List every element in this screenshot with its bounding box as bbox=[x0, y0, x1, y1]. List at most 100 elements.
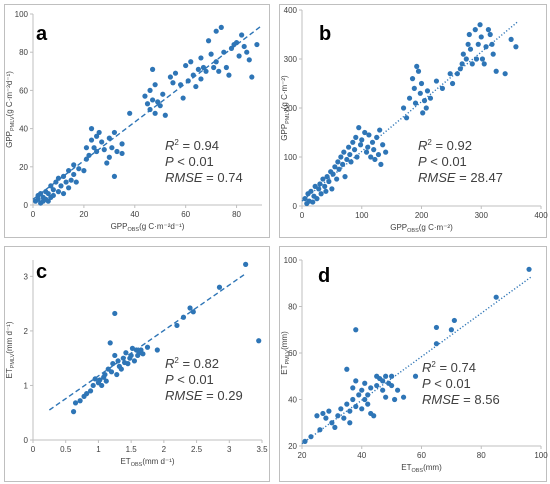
y-axis-label: ETPMLV(mm d⁻¹) bbox=[5, 321, 16, 378]
data-point bbox=[342, 174, 348, 180]
data-point bbox=[526, 266, 532, 272]
x-axis-label-subscript: OBS bbox=[411, 468, 423, 474]
data-point bbox=[45, 190, 51, 197]
data-point bbox=[353, 134, 359, 140]
y-axis-label-subscript: PMLV bbox=[285, 109, 291, 124]
data-point bbox=[83, 156, 90, 162]
data-point bbox=[249, 74, 255, 80]
data-point bbox=[314, 413, 320, 419]
x-tick-label: 20 bbox=[298, 451, 307, 460]
data-point bbox=[403, 115, 410, 121]
x-tick-label: 80 bbox=[477, 451, 486, 460]
y-tick-label: 20 bbox=[19, 163, 28, 172]
rmse-value: = 0.74 bbox=[203, 170, 243, 185]
data-point bbox=[68, 177, 74, 183]
data-point bbox=[63, 179, 69, 185]
data-point bbox=[256, 338, 262, 344]
r-squared-stat: R2 = 0.92 bbox=[418, 138, 472, 153]
data-point bbox=[111, 129, 118, 136]
data-point bbox=[329, 420, 335, 426]
data-point bbox=[417, 90, 423, 96]
data-point bbox=[332, 164, 338, 170]
data-point bbox=[90, 382, 96, 389]
data-point bbox=[119, 150, 125, 157]
data-point bbox=[487, 31, 493, 38]
r-squared-stat: R2 = 0.82 bbox=[165, 356, 219, 371]
data-point bbox=[221, 49, 227, 55]
data-point bbox=[198, 76, 204, 82]
data-point bbox=[439, 85, 446, 91]
x-tick-label: 300 bbox=[475, 211, 489, 220]
data-point bbox=[353, 378, 359, 384]
y-tick-label: 100 bbox=[284, 153, 298, 162]
data-point bbox=[104, 160, 110, 166]
data-point bbox=[477, 22, 483, 28]
y-tick-label: 200 bbox=[284, 104, 298, 113]
data-point bbox=[351, 147, 358, 153]
data-point bbox=[320, 176, 326, 182]
data-point bbox=[254, 41, 260, 48]
data-point bbox=[457, 66, 463, 72]
x-tick-label: 2 bbox=[162, 445, 167, 454]
data-point bbox=[180, 314, 187, 320]
data-point bbox=[58, 183, 64, 189]
data-point bbox=[322, 183, 328, 189]
p-value-value: < 0.01 bbox=[431, 376, 471, 391]
data-point bbox=[459, 61, 465, 67]
panel-letter: a bbox=[36, 23, 48, 45]
data-point bbox=[60, 190, 67, 197]
data-point bbox=[185, 78, 191, 84]
data-point bbox=[359, 137, 365, 143]
x-axis-label-unit: (mm) bbox=[423, 463, 442, 472]
rmse-stat: RMSE = 8.56 bbox=[422, 392, 500, 407]
data-point bbox=[81, 168, 87, 174]
r-squared-exponent: 2 bbox=[174, 138, 179, 147]
data-point bbox=[465, 41, 471, 47]
data-point bbox=[383, 149, 389, 155]
x-axis-label: GPPOBS(g C·m⁻²d⁻¹) bbox=[111, 222, 185, 233]
data-point bbox=[366, 132, 372, 138]
data-point bbox=[167, 74, 173, 80]
data-point bbox=[347, 151, 353, 158]
panel-letter: c bbox=[36, 261, 47, 283]
data-point bbox=[140, 351, 146, 357]
y-axis-label-subscript: PMLV bbox=[285, 350, 291, 365]
data-point bbox=[412, 373, 419, 379]
data-point bbox=[493, 68, 499, 74]
y-axis-label-unit: (mm) bbox=[280, 331, 289, 350]
data-point bbox=[433, 341, 440, 347]
x-tick-label: 60 bbox=[417, 451, 426, 460]
data-point bbox=[200, 64, 207, 71]
data-point bbox=[193, 83, 199, 90]
p-value-value: < 0.01 bbox=[427, 154, 467, 169]
r-squared-stat: R2 = 0.94 bbox=[165, 138, 219, 153]
data-point bbox=[481, 61, 487, 67]
data-point bbox=[412, 100, 419, 106]
r-squared-symbol: R bbox=[422, 360, 431, 375]
y-axis-label: GPPPMLV(g C·m⁻²) bbox=[280, 75, 291, 141]
p-value-symbol: P bbox=[165, 154, 174, 169]
data-point bbox=[318, 191, 324, 197]
r-squared-value: = 0.94 bbox=[179, 138, 219, 153]
data-point bbox=[183, 62, 189, 69]
data-point bbox=[449, 80, 456, 87]
data-point bbox=[490, 51, 496, 57]
data-point bbox=[109, 145, 115, 151]
data-point bbox=[102, 371, 108, 378]
x-tick-label: 400 bbox=[534, 211, 548, 220]
x-tick-label: 2.5 bbox=[191, 445, 203, 454]
data-point bbox=[76, 166, 82, 172]
data-point bbox=[144, 344, 151, 350]
data-point bbox=[115, 358, 121, 364]
data-point bbox=[236, 53, 242, 59]
data-point bbox=[308, 434, 314, 440]
data-point bbox=[110, 361, 116, 367]
data-point bbox=[71, 171, 77, 178]
data-point bbox=[411, 85, 417, 91]
data-point bbox=[383, 373, 389, 379]
data-point bbox=[88, 137, 95, 143]
data-point bbox=[336, 166, 342, 172]
data-point bbox=[233, 40, 240, 46]
rmse-symbol: RMSE bbox=[422, 392, 460, 407]
data-point bbox=[241, 43, 247, 50]
